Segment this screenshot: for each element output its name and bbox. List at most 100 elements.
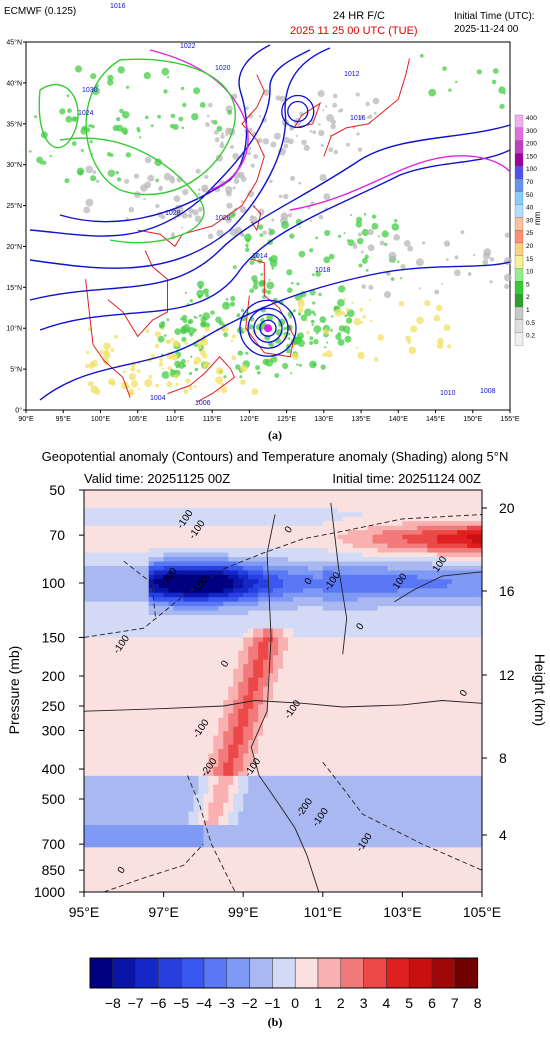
shading-cell bbox=[378, 593, 383, 598]
shading-cell bbox=[104, 508, 109, 513]
shading-cell bbox=[283, 620, 288, 625]
shading-cell bbox=[452, 704, 457, 709]
shading-cell bbox=[263, 682, 268, 687]
shading-cell bbox=[99, 722, 104, 727]
lon-tick-label: 105°E bbox=[128, 415, 147, 423]
shading-cell bbox=[472, 754, 477, 759]
shading-cell bbox=[293, 624, 298, 629]
shading-cell bbox=[407, 731, 412, 736]
shading-cell bbox=[193, 709, 198, 714]
shading-cell bbox=[179, 673, 184, 678]
shading-cell bbox=[387, 606, 392, 611]
shading-cell bbox=[323, 620, 328, 625]
shading-cell bbox=[273, 673, 278, 678]
shading-cell bbox=[313, 535, 318, 540]
shading-cell bbox=[94, 535, 99, 540]
shading-cell bbox=[228, 530, 233, 535]
shading-cell bbox=[472, 544, 477, 549]
shading-cell bbox=[124, 713, 129, 718]
shading-cell bbox=[333, 691, 338, 696]
shading-cell bbox=[223, 557, 228, 562]
shading-cell bbox=[129, 646, 134, 651]
shading-cell bbox=[323, 570, 328, 575]
shading-cell bbox=[89, 695, 94, 700]
shading-cell bbox=[298, 575, 303, 580]
shading-cell bbox=[442, 597, 447, 602]
shading-cell bbox=[253, 539, 258, 544]
shading-cell bbox=[378, 606, 383, 611]
shading-cell bbox=[258, 691, 263, 696]
shading-cell bbox=[154, 575, 159, 580]
shading-cell bbox=[383, 544, 388, 549]
shading-cell bbox=[462, 651, 467, 656]
shading-cell bbox=[422, 553, 427, 558]
shading-cell bbox=[84, 557, 89, 562]
shading-cell bbox=[427, 597, 432, 602]
shading-cell bbox=[109, 530, 114, 535]
shading-cell bbox=[169, 494, 174, 499]
shading-cell bbox=[467, 593, 472, 598]
shading-cell bbox=[288, 597, 293, 602]
shading-cell bbox=[179, 709, 184, 714]
shading-cell bbox=[233, 695, 238, 700]
shading-cell bbox=[179, 553, 184, 558]
shading-cell bbox=[288, 745, 293, 750]
shading-cell bbox=[308, 624, 313, 629]
shading-cell bbox=[184, 691, 189, 696]
shading-cell bbox=[373, 700, 378, 705]
shading-cell bbox=[263, 655, 268, 660]
shading-cell bbox=[442, 669, 447, 674]
shading-cell bbox=[263, 736, 268, 741]
shading-cell bbox=[308, 593, 313, 598]
shading-cell bbox=[462, 722, 467, 727]
shading-cell bbox=[273, 553, 278, 558]
shading-cell bbox=[432, 499, 437, 504]
shading-cell bbox=[159, 731, 164, 736]
shading-cell bbox=[273, 678, 278, 683]
shading-cell bbox=[308, 651, 313, 656]
shading-cell bbox=[427, 655, 432, 660]
shading-cell bbox=[283, 731, 288, 736]
panel-a-map-chart: ECMWF (0.125) 24 HR F/C 2025 11 25 00 UT… bbox=[0, 0, 550, 440]
shading-cell bbox=[223, 530, 228, 535]
shading-cell bbox=[179, 588, 184, 593]
shading-cell bbox=[233, 611, 238, 616]
shading-cell bbox=[412, 745, 417, 750]
shading-cell bbox=[323, 727, 328, 732]
shading-cell bbox=[402, 512, 407, 517]
shading-cell bbox=[318, 664, 323, 669]
shading-cell bbox=[373, 561, 378, 566]
shading-cell bbox=[432, 602, 437, 607]
shading-cell bbox=[368, 727, 373, 732]
shading-cell bbox=[392, 553, 397, 558]
shading-cell bbox=[412, 722, 417, 727]
shading-cell bbox=[243, 624, 248, 629]
shading-cell bbox=[323, 566, 328, 571]
shading-cell bbox=[373, 575, 378, 580]
shading-cell bbox=[253, 655, 258, 660]
shading-cell bbox=[84, 494, 89, 499]
shading-cell bbox=[462, 655, 467, 660]
shading-cell bbox=[208, 642, 213, 647]
shading-cell bbox=[318, 628, 323, 633]
shading-cell bbox=[258, 615, 263, 620]
shading-cell bbox=[343, 669, 348, 674]
shading-cell bbox=[402, 669, 407, 674]
shading-cell bbox=[368, 722, 373, 727]
shading-cell bbox=[104, 754, 109, 759]
shading-cell bbox=[184, 687, 189, 692]
shading-cell bbox=[164, 749, 169, 754]
shading-cell bbox=[343, 579, 348, 584]
shading-cell bbox=[442, 749, 447, 754]
shading-cell bbox=[308, 521, 313, 526]
shading-cell bbox=[99, 544, 104, 549]
shading-cell bbox=[383, 512, 388, 517]
shading-cell bbox=[318, 593, 323, 598]
shading-cell bbox=[139, 642, 144, 647]
shading-cell bbox=[129, 704, 134, 709]
shading-cell bbox=[397, 553, 402, 558]
shading-cell bbox=[124, 512, 129, 517]
shading-cell bbox=[129, 575, 134, 580]
shading-cell bbox=[169, 740, 174, 745]
shading-cell bbox=[348, 490, 353, 495]
